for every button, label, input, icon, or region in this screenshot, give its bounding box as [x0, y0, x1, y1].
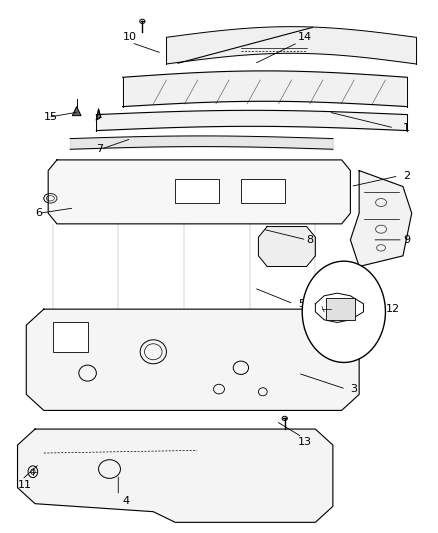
- Text: 1: 1: [403, 123, 410, 133]
- Polygon shape: [96, 109, 101, 120]
- Text: 2: 2: [403, 171, 410, 181]
- Text: 13: 13: [298, 438, 312, 447]
- Text: 14: 14: [298, 33, 312, 42]
- Text: 5: 5: [298, 299, 305, 309]
- Text: 9: 9: [403, 235, 410, 245]
- FancyBboxPatch shape: [175, 179, 219, 203]
- Polygon shape: [258, 227, 315, 266]
- Text: 6: 6: [35, 208, 42, 218]
- FancyBboxPatch shape: [53, 322, 88, 352]
- Text: 15: 15: [44, 112, 58, 122]
- Text: 11: 11: [18, 480, 32, 490]
- FancyBboxPatch shape: [241, 179, 285, 203]
- Text: 7: 7: [96, 144, 103, 154]
- Polygon shape: [72, 107, 81, 116]
- Text: 12: 12: [385, 304, 399, 314]
- Polygon shape: [18, 429, 333, 522]
- Circle shape: [302, 261, 385, 362]
- Text: 8: 8: [307, 235, 314, 245]
- Text: 10: 10: [123, 33, 137, 42]
- Polygon shape: [350, 171, 412, 266]
- Text: 3: 3: [350, 384, 357, 394]
- Polygon shape: [26, 309, 359, 410]
- Polygon shape: [48, 160, 350, 224]
- Text: 4: 4: [123, 496, 130, 506]
- FancyBboxPatch shape: [326, 298, 355, 320]
